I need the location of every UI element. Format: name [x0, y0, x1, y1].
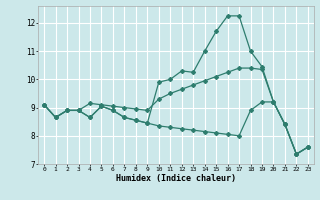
X-axis label: Humidex (Indice chaleur): Humidex (Indice chaleur) [116, 174, 236, 183]
